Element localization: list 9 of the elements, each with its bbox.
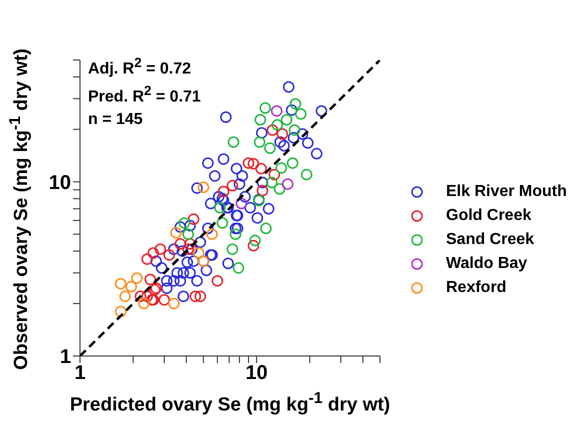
x-axis-title: Predicted ovary Se (mg kg$^{-1}$ dry wt) (68, 390, 392, 416)
legend-label: Elk River Mouth (446, 183, 567, 201)
annotation: n = 145 (88, 110, 144, 130)
annotation: Pred. R$^{2}$ = 0.71 (88, 82, 201, 108)
legend-label: Rexford (446, 279, 506, 297)
legend-label: Gold Creek (446, 207, 532, 225)
legend-label: Sand Creek (446, 231, 534, 249)
annotation: Adj. R$^{2}$ = 0.72 (88, 54, 192, 80)
legend-label: Waldo Bay (446, 255, 528, 273)
